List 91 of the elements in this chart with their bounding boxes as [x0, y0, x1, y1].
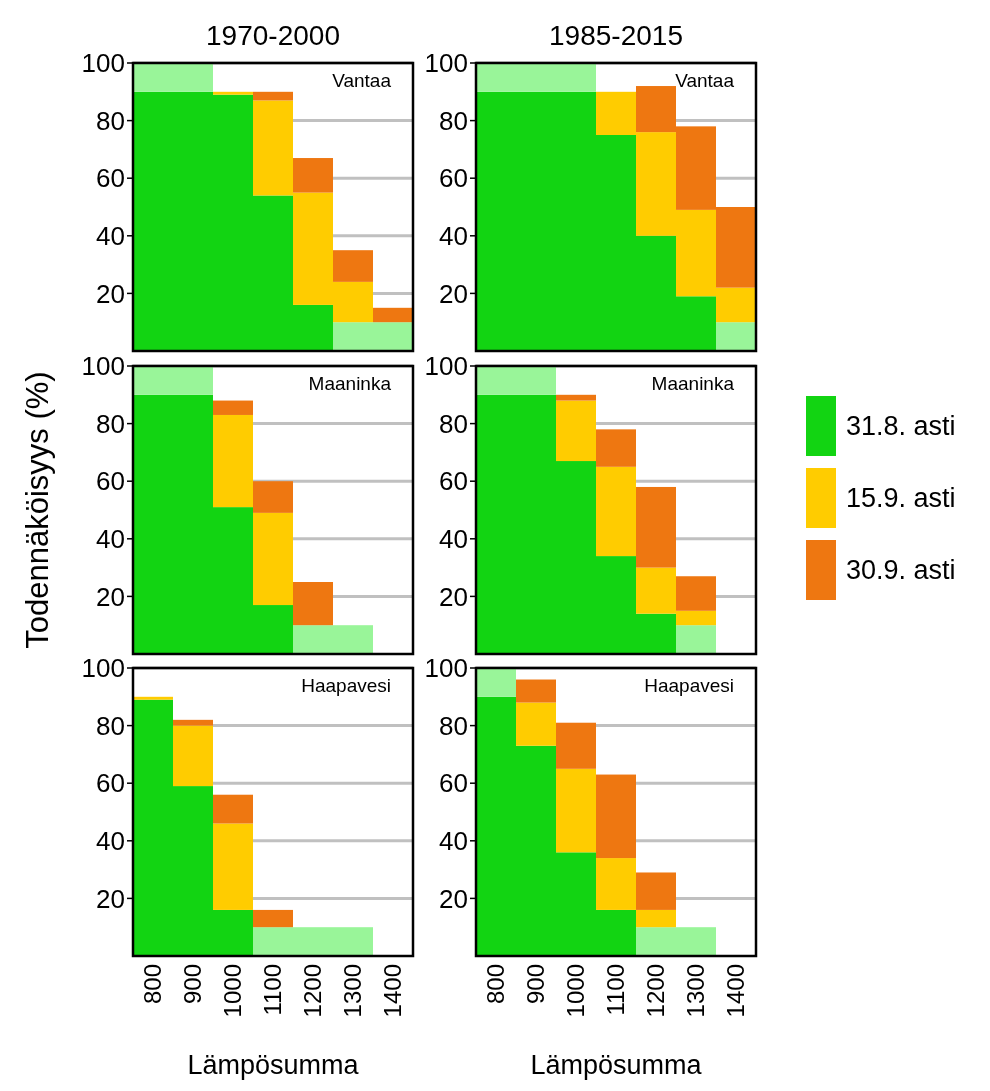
bar	[173, 719, 213, 726]
bar	[596, 774, 636, 859]
annotation: Haapavesi	[644, 675, 734, 696]
y-tick-label: 20	[439, 581, 468, 612]
bar	[556, 400, 596, 462]
y-tick-label: 80	[96, 105, 125, 136]
annotation: Maaninka	[651, 373, 735, 394]
x-tick-label: 800	[482, 964, 510, 1005]
bar	[636, 486, 676, 568]
bar	[556, 394, 596, 401]
chart-title: 1985-2015	[549, 20, 683, 51]
y-tick-label: 100	[81, 351, 125, 382]
y-tick-label: 20	[96, 278, 125, 309]
bar	[213, 823, 253, 910]
y-tick-label: 40	[96, 523, 125, 554]
bar	[213, 91, 253, 95]
chart-title: 1970-2000	[206, 20, 340, 51]
y-tick-label: 40	[96, 220, 125, 251]
bar	[293, 158, 333, 193]
y-tick-label: 20	[96, 581, 125, 612]
y-tick-label: 60	[439, 163, 468, 194]
y-tick-label: 40	[439, 220, 468, 251]
x-tick-label: 1400	[379, 964, 407, 1018]
bar	[253, 512, 293, 606]
legend-label: 15.9. asti	[846, 483, 956, 514]
x-tick-label: 1000	[562, 964, 590, 1018]
y-tick-label: 60	[439, 466, 468, 497]
x-tick-label: 1100	[602, 964, 630, 1016]
bar	[213, 400, 253, 415]
y-tick-label: 100	[424, 48, 468, 79]
y-tick-label: 80	[439, 710, 468, 741]
x-tick-label: 1300	[339, 964, 367, 1018]
bar	[213, 794, 253, 824]
legend-label: 31.8. asti	[846, 411, 956, 442]
annotation: Maaninka	[308, 373, 392, 394]
bar	[253, 91, 293, 101]
y-tick-label: 100	[81, 653, 125, 684]
bar	[596, 858, 636, 910]
x-tick-label: 1300	[682, 964, 710, 1018]
x-tick-label: 1100	[259, 964, 287, 1016]
y-tick-label: 40	[96, 825, 125, 856]
x-tick-label: 900	[179, 964, 207, 1005]
x-axis-title: Lämpösumma	[530, 1050, 703, 1080]
bar	[213, 414, 253, 508]
x-tick-label: 1200	[299, 964, 327, 1018]
x-axis-title: Lämpösumma	[187, 1050, 360, 1080]
bar	[333, 250, 373, 282]
y-tick-label: 40	[439, 825, 468, 856]
annotation: Vantaa	[675, 70, 735, 91]
bar	[596, 429, 636, 467]
bar	[173, 725, 213, 787]
y-tick-label: 60	[96, 466, 125, 497]
bar	[556, 768, 596, 853]
bar	[253, 909, 293, 928]
bar	[676, 576, 716, 611]
bar	[516, 702, 556, 746]
y-tick-label: 20	[439, 883, 468, 914]
annotation: Haapavesi	[301, 675, 391, 696]
bar	[636, 872, 676, 910]
legend-label: 30.9. asti	[846, 555, 956, 586]
y-axis-title: Todennäköisyys (%)	[20, 371, 55, 649]
y-tick-label: 80	[439, 105, 468, 136]
x-tick-label: 900	[522, 964, 550, 1005]
x-tick-label: 800	[139, 964, 167, 1005]
bar	[596, 466, 636, 557]
bar	[516, 679, 556, 703]
bar	[253, 481, 293, 513]
y-tick-label: 20	[439, 278, 468, 309]
y-tick-label: 80	[96, 710, 125, 741]
y-tick-label: 60	[96, 163, 125, 194]
y-tick-label: 100	[424, 653, 468, 684]
y-tick-label: 40	[439, 523, 468, 554]
bar	[716, 322, 756, 351]
bar	[636, 909, 676, 928]
y-tick-label: 60	[96, 768, 125, 799]
y-tick-label: 60	[439, 768, 468, 799]
y-tick-label: 100	[424, 351, 468, 382]
bar	[133, 696, 173, 700]
annotation: Vantaa	[332, 70, 392, 91]
bar	[556, 722, 596, 769]
y-tick-label: 20	[96, 883, 125, 914]
x-tick-label: 1000	[219, 964, 247, 1018]
bar	[293, 582, 333, 626]
y-tick-label: 80	[96, 408, 125, 439]
bar	[676, 625, 716, 654]
y-tick-label: 80	[439, 408, 468, 439]
bar	[373, 307, 413, 323]
x-tick-label: 1400	[722, 964, 750, 1018]
y-tick-label: 100	[81, 48, 125, 79]
bar	[476, 668, 516, 697]
x-tick-label: 1200	[642, 964, 670, 1018]
